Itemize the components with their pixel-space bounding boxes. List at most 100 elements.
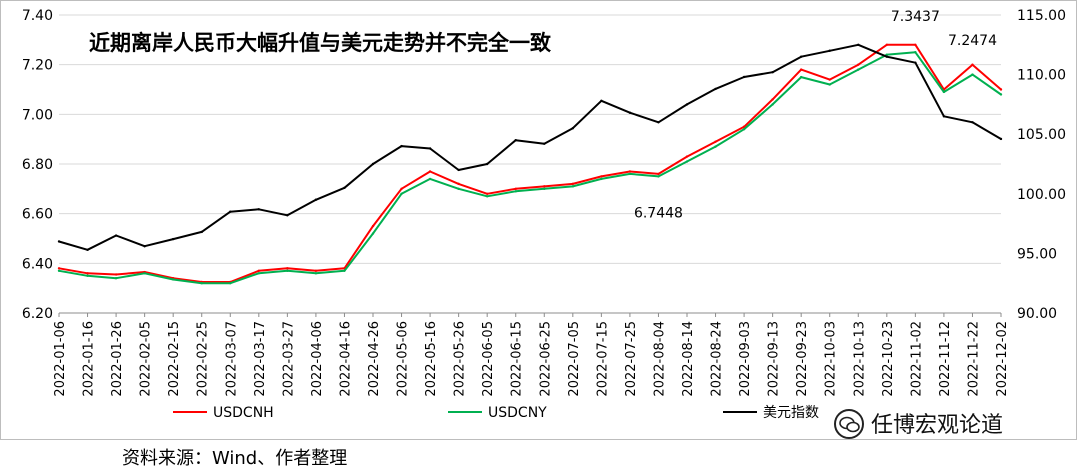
data-point: [57, 267, 61, 270]
data-point: [314, 269, 318, 272]
data-point: [685, 103, 689, 106]
data-point: [257, 269, 261, 272]
x-tick-label: 2022-04-26: [367, 321, 382, 397]
x-tick-label: 2022-11-12: [938, 321, 953, 397]
data-point: [400, 192, 403, 195]
data-point: [714, 87, 717, 91]
data-point: [914, 51, 917, 54]
x-tick-label: 2022-07-15: [595, 321, 610, 397]
x-tick-label: 2022-03-17: [253, 321, 268, 397]
series-layer: [57, 43, 1003, 285]
right-tick-label: 115.00: [1017, 8, 1066, 24]
x-tick-label: 2022-04-06: [310, 321, 325, 397]
data-point: [200, 230, 203, 234]
x-tick-label: 2022-09-23: [795, 321, 810, 397]
series-USDCNY: [57, 51, 1003, 285]
legend: USDCNH USDCNY 美元指数: [173, 405, 819, 421]
x-tick-label: 2022-11-02: [909, 321, 924, 397]
x-tick-label: 2022-08-14: [681, 321, 696, 397]
left-tick-label: 6.20: [22, 306, 53, 322]
data-point: [57, 240, 61, 243]
right-axis: 90.00 95.00 100.00 105.00 110.00 115.00: [1017, 8, 1066, 322]
data-point: [971, 63, 974, 66]
data-point: [657, 175, 660, 178]
data-point: [257, 272, 261, 275]
x-tick-label: 2022-06-25: [538, 321, 553, 397]
data-point: [514, 190, 517, 193]
data-point: [428, 177, 432, 181]
series-line: [58, 43, 1002, 283]
data-point: [828, 49, 831, 52]
x-tick-label: 2022-02-15: [167, 321, 182, 397]
data-point: [257, 208, 261, 211]
data-point: [543, 187, 546, 191]
data-point: [343, 269, 346, 272]
data-point: [742, 75, 746, 79]
x-tick-label: 2022-05-06: [396, 321, 411, 397]
x-tick-label: 2022-10-03: [824, 321, 839, 397]
legend-item: USDCNH: [173, 405, 274, 421]
x-tick-label: 2022-06-05: [481, 321, 496, 397]
data-annotation: 6.7448: [634, 206, 683, 222]
right-tick-label: 105.00: [1017, 127, 1066, 143]
data-point: [685, 155, 689, 158]
x-tick-label: 2022-06-15: [510, 321, 525, 397]
left-tick-label: 7.00: [22, 107, 53, 123]
data-point: [485, 192, 489, 195]
right-tick-label: 90.00: [1017, 306, 1057, 322]
series-USDCNH: [57, 43, 1003, 284]
data-point: [457, 168, 460, 172]
data-point: [229, 210, 232, 213]
series-line: [58, 51, 1002, 285]
x-tick-label: 2022-09-03: [738, 321, 753, 397]
data-point: [229, 282, 232, 285]
data-point: [799, 68, 803, 71]
data-point: [857, 68, 860, 71]
x-axis: 2022-01-06 2022-01-16 2022-01-26 2022-02-05…: [53, 313, 1010, 397]
chart-svg: 6.20 6.40 6.60 6.80 7.00 7.20 7.40 90.00 95.00 1…: [22, 8, 1066, 439]
legend-item: USDCNY: [448, 405, 547, 421]
series-美元指数: [57, 43, 1003, 252]
x-tick-label: 2022-05-26: [453, 321, 468, 397]
data-point: [171, 237, 175, 241]
data-point: [999, 88, 1003, 91]
data-point: [428, 170, 432, 173]
data-point: [600, 99, 603, 103]
x-tick-label: 2022-10-13: [852, 321, 867, 397]
data-point: [543, 142, 546, 145]
data-point: [942, 90, 946, 94]
data-point: [628, 172, 632, 176]
data-point: [914, 43, 917, 46]
data-point: [171, 278, 175, 281]
legend-label: USDCNH: [213, 405, 274, 421]
data-point: [714, 145, 717, 148]
left-tick-label: 6.40: [22, 256, 53, 272]
data-point: [400, 144, 403, 148]
data-point: [971, 121, 974, 124]
data-point: [885, 55, 889, 58]
legend-label: USDCNY: [488, 405, 547, 421]
x-tick-label: 2022-03-07: [224, 321, 239, 397]
data-point: [885, 53, 889, 56]
left-tick-label: 6.60: [22, 207, 53, 223]
x-tick-label: 2022-08-24: [710, 321, 725, 397]
x-tick-label: 2022-05-16: [424, 321, 439, 397]
data-point: [143, 272, 146, 275]
data-point: [857, 63, 860, 66]
chart-frame: 6.20 6.40 6.60 6.80 7.00 7.20 7.40 90.00 95.00 1…: [0, 0, 1077, 440]
x-tick-label: 2022-01-26: [110, 321, 125, 397]
data-point: [314, 272, 318, 275]
data-point: [514, 187, 517, 191]
data-point: [543, 185, 546, 188]
data-point: [143, 245, 146, 248]
data-point: [286, 267, 289, 270]
data-point: [999, 137, 1003, 141]
data-point: [485, 195, 489, 198]
data-point: [999, 93, 1003, 96]
legend-label: 美元指数: [763, 405, 819, 421]
data-point: [742, 125, 746, 128]
left-tick-label: 6.80: [22, 157, 53, 173]
data-point: [514, 138, 517, 142]
x-tick-label: 2022-11-22: [966, 321, 981, 397]
right-tick-label: 110.00: [1017, 68, 1066, 84]
